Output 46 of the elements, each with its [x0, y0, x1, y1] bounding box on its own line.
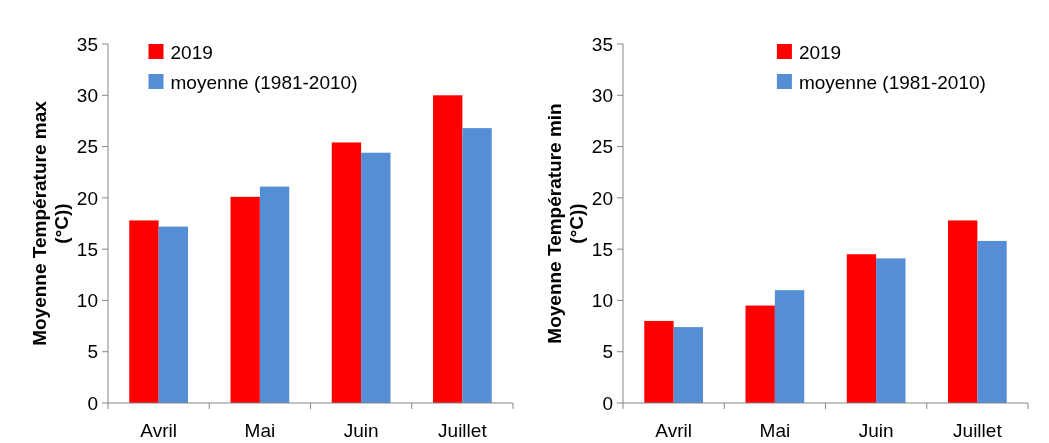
- y-tick-label: 20: [591, 187, 613, 209]
- legend-label: moyenne (1981-2010): [170, 71, 358, 93]
- y-tick-label: 25: [76, 136, 98, 158]
- y-tick-label: 30: [76, 84, 98, 106]
- y-tick-label: 5: [602, 341, 613, 363]
- y-tick-label: 30: [591, 84, 613, 106]
- bar: [846, 254, 877, 403]
- bar: [331, 142, 362, 403]
- bar: [876, 258, 906, 403]
- y-axis-title: Moyenne Température max (°C)): [29, 100, 72, 346]
- y-tick-label: 15: [76, 238, 98, 260]
- y-tick-label: 35: [591, 33, 613, 55]
- bar: [230, 196, 260, 403]
- y-tick-label: 25: [591, 136, 613, 158]
- bar: [745, 305, 775, 403]
- y-tick-label: 10: [591, 290, 613, 312]
- x-tick-label: Mai: [759, 420, 791, 441]
- y-tick-label: 0: [602, 392, 613, 414]
- legend-label: 2019: [798, 41, 842, 63]
- bar: [774, 290, 805, 403]
- y-tick-label: 0: [87, 392, 98, 414]
- bar: [259, 186, 290, 403]
- bar: [948, 220, 978, 403]
- bar: [158, 226, 188, 403]
- x-tick-label: Mai: [244, 420, 276, 441]
- legend-label: 2019: [170, 41, 213, 63]
- y-tick-label: 10: [76, 290, 98, 312]
- x-tick-label: Avril: [655, 420, 692, 441]
- bar: [644, 320, 674, 403]
- legend-label: moyenne (1981-2010): [798, 71, 986, 93]
- x-tick-label: Juin: [343, 420, 379, 441]
- bar: [129, 220, 159, 403]
- y-tick-label: 15: [591, 238, 613, 260]
- bar: [673, 327, 703, 403]
- bar: [977, 240, 1007, 403]
- bar: [433, 95, 463, 403]
- y-tick-label: 20: [76, 187, 98, 209]
- bar: [462, 128, 492, 403]
- x-tick-label: Juillet: [953, 420, 1003, 441]
- x-tick-label: Juillet: [438, 420, 488, 441]
- bar: [361, 152, 391, 403]
- y-tick-label: 5: [87, 341, 98, 363]
- x-tick-label: Avril: [140, 420, 177, 441]
- y-axis-title: Moyenne Température min (°C)): [544, 103, 587, 344]
- y-tick-label: 35: [76, 33, 98, 55]
- x-tick-label: Juin: [858, 420, 894, 441]
